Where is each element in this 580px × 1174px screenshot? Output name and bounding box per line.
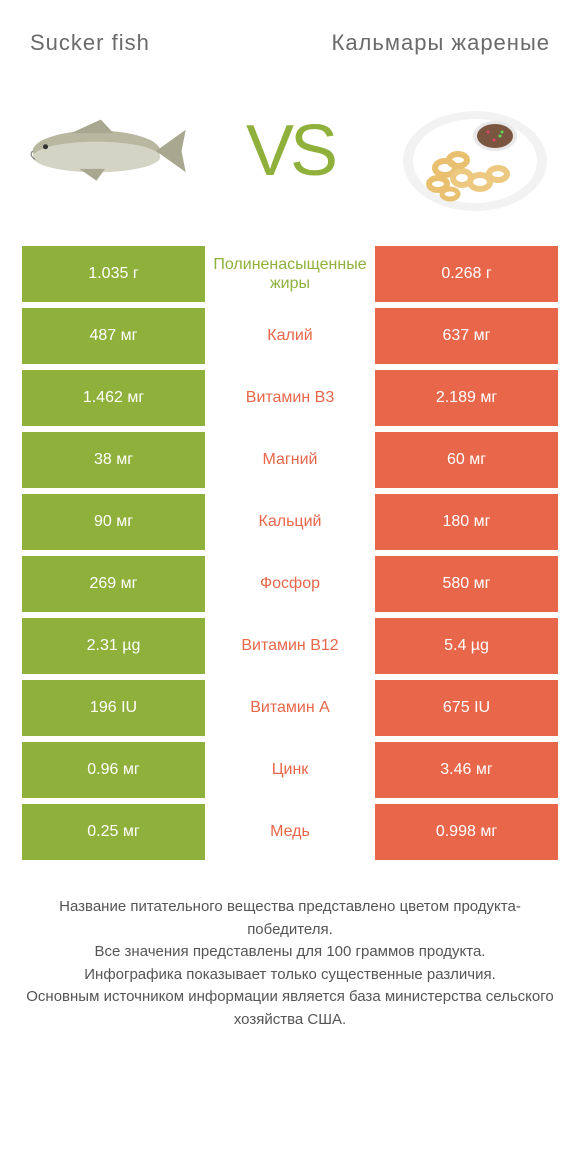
right-value-cell: 180 мг — [375, 494, 558, 550]
nutrient-label: Фосфор — [205, 556, 375, 612]
table-row: 1.035 гПолиненасыщенные жиры0.268 г — [22, 246, 558, 302]
right-value-cell: 675 IU — [375, 680, 558, 736]
left-value-cell: 2.31 µg — [22, 618, 205, 674]
nutrient-label: Полиненасыщенные жиры — [205, 246, 375, 302]
right-value-cell: 60 мг — [375, 432, 558, 488]
nutrient-label: Витамин B3 — [205, 370, 375, 426]
table-row: 38 мгМагний60 мг — [22, 432, 558, 488]
nutrient-label: Витамин B12 — [205, 618, 375, 674]
left-value-cell: 487 мг — [22, 308, 205, 364]
table-row: 196 IUВитамин A675 IU — [22, 680, 558, 736]
left-value-cell: 1.462 мг — [22, 370, 205, 426]
left-value-cell: 0.25 мг — [22, 804, 205, 860]
nutrient-label: Кальций — [205, 494, 375, 550]
footer-line: Все значения представлены для 100 граммо… — [22, 941, 558, 964]
footer-line: Название питательного вещества представл… — [22, 896, 558, 941]
table-row: 0.25 мгМедь0.998 мг — [22, 804, 558, 860]
vs-label: VS — [246, 110, 334, 192]
fish-icon — [20, 111, 190, 191]
header: Sucker fish Кальмары жареные — [0, 0, 580, 66]
table-row: 2.31 µgВитамин B125.4 µg — [22, 618, 558, 674]
right-value-cell: 637 мг — [375, 308, 558, 364]
calamari-icon — [400, 86, 550, 216]
left-food-image — [20, 86, 190, 216]
footer-line: Инфографика показывает только существенн… — [22, 964, 558, 987]
right-value-cell: 2.189 мг — [375, 370, 558, 426]
table-row: 90 мгКальций180 мг — [22, 494, 558, 550]
table-row: 1.462 мгВитамин B32.189 мг — [22, 370, 558, 426]
left-value-cell: 196 IU — [22, 680, 205, 736]
nutrient-label: Калий — [205, 308, 375, 364]
table-row: 0.96 мгЦинк3.46 мг — [22, 742, 558, 798]
right-value-cell: 3.46 мг — [375, 742, 558, 798]
nutrient-label: Цинк — [205, 742, 375, 798]
right-value-cell: 5.4 µg — [375, 618, 558, 674]
left-food-title: Sucker fish — [30, 30, 290, 56]
nutrient-label: Витамин A — [205, 680, 375, 736]
nutrient-label: Магний — [205, 432, 375, 488]
left-value-cell: 90 мг — [22, 494, 205, 550]
nutrient-label: Медь — [205, 804, 375, 860]
right-food-image — [390, 86, 560, 216]
right-value-cell: 0.998 мг — [375, 804, 558, 860]
right-food-title: Кальмары жареные — [290, 30, 550, 56]
footer-notes: Название питательного вещества представл… — [0, 866, 580, 1031]
table-row: 487 мгКалий637 мг — [22, 308, 558, 364]
left-value-cell: 38 мг — [22, 432, 205, 488]
footer-line: Основным источником информации является … — [22, 986, 558, 1031]
comparison-table: 1.035 гПолиненасыщенные жиры0.268 г 487 м… — [0, 246, 580, 860]
left-value-cell: 0.96 мг — [22, 742, 205, 798]
table-row: 269 мгФосфор580 мг — [22, 556, 558, 612]
right-value-cell: 580 мг — [375, 556, 558, 612]
right-value-cell: 0.268 г — [375, 246, 558, 302]
left-value-cell: 1.035 г — [22, 246, 205, 302]
images-row: VS — [0, 66, 580, 246]
left-value-cell: 269 мг — [22, 556, 205, 612]
